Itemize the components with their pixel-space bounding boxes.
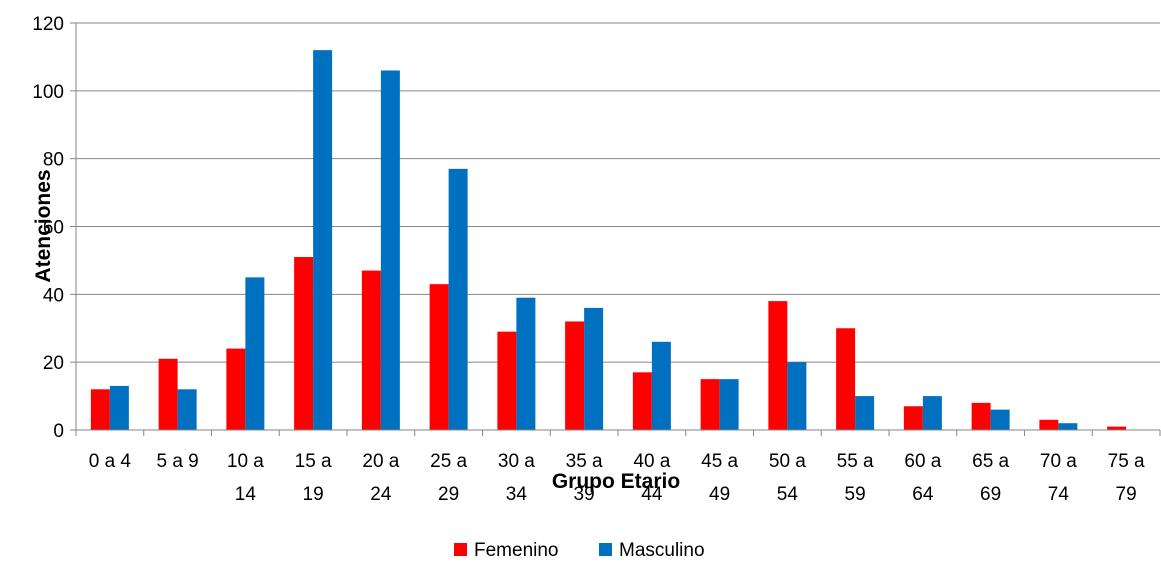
bar-masculino [178,389,197,430]
x-tick-label: 64 [912,484,934,505]
bar-masculino [245,277,264,430]
y-tick-label: 0 [53,421,64,442]
bar-femenino [701,379,720,430]
x-tick-label: 70 a [1040,451,1077,472]
bar-femenino [159,359,178,430]
x-tick-label: 75 a [1108,451,1145,472]
bar-femenino [91,389,110,430]
bar-femenino [362,271,381,430]
bar-femenino [430,284,449,430]
x-tick-label: 34 [506,484,528,505]
y-tick-label: 120 [32,14,64,35]
x-tick-label: 65 a [972,451,1009,472]
y-tick-label: 40 [43,285,64,306]
bar-masculino [1058,423,1077,430]
x-tick-label: 30 a [498,451,535,472]
bar-femenino [904,406,923,430]
x-tick-label: 40 a [633,451,670,472]
x-tick-label: 69 [980,484,1001,505]
bar-masculino [449,169,468,430]
x-tick-label: 10 a [227,451,264,472]
bar-femenino [1039,420,1058,430]
gridlines [76,23,1160,362]
bars [91,50,1126,430]
x-tick-label: 74 [1048,484,1070,505]
bar-masculino [313,50,332,430]
x-tick-label: 25 a [430,451,467,472]
x-tick-label: 79 [1116,484,1137,505]
x-tick-label: 24 [370,484,392,505]
x-tick-label: 54 [777,484,799,505]
x-axis-title: Grupo Etario [552,470,680,493]
bar-femenino [972,403,991,430]
bar-femenino [1107,427,1126,430]
bar-masculino [110,386,129,430]
bar-femenino [768,301,787,430]
bar-masculino [381,70,400,430]
x-tick-label: 29 [438,484,459,505]
y-axis-title: Atenciones [32,169,55,282]
bar-femenino [633,372,652,430]
legend-label-masculino: Masculino [619,540,705,561]
bar-femenino [836,328,855,430]
x-tick-label: 0 a 4 [89,451,132,472]
bar-femenino [497,332,516,430]
bar-masculino [720,379,739,430]
x-tick-label: 35 a [566,451,603,472]
x-tick-label: 14 [235,484,257,505]
x-tick-label: 50 a [769,451,806,472]
x-tick-label: 19 [303,484,324,505]
x-tick-label: 60 a [904,451,941,472]
y-tick-label: 20 [43,353,64,374]
bar-masculino [584,308,603,430]
bar-femenino [565,321,584,430]
bar-masculino [855,396,874,430]
x-tick-label: 55 a [837,451,874,472]
bar-masculino [516,298,535,430]
legend-swatch-femenino [454,543,467,556]
bar-masculino [787,362,806,430]
bar-masculino [652,342,671,430]
x-tick-label: 15 a [295,451,332,472]
y-tick-label: 80 [43,150,64,171]
bar-masculino [991,410,1010,430]
x-tick-label: 59 [845,484,866,505]
x-tick-label: 20 a [362,451,399,472]
bar-femenino [226,349,245,430]
bar-femenino [294,257,313,430]
legend: Femenino Masculino [454,540,705,561]
x-tick-label: 49 [709,484,730,505]
legend-label-femenino: Femenino [474,540,559,561]
x-tick-label: 45 a [701,451,738,472]
bar-masculino [923,396,942,430]
x-tick-label: 5 a 9 [156,451,198,472]
legend-swatch-masculino [599,543,612,556]
y-tick-label: 100 [32,82,64,103]
